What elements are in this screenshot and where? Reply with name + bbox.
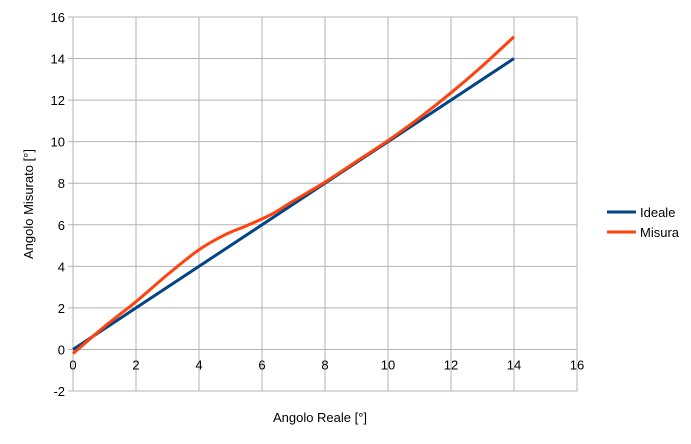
- y-tick-label: 0: [58, 342, 65, 357]
- x-tick-label: 14: [507, 357, 521, 372]
- x-tick-label: 12: [444, 357, 458, 372]
- x-tick-label: 6: [258, 357, 265, 372]
- grid: [68, 16, 578, 392]
- series-line-misura: [72, 35, 516, 355]
- x-tick-label: 2: [132, 357, 139, 372]
- y-tick-label: 10: [51, 135, 65, 150]
- y-tick-label: 2: [58, 301, 65, 316]
- y-tick-label: 6: [58, 218, 65, 233]
- y-axis-ticks: -2 0 2 4 6 8 10 12 14 16: [51, 10, 65, 399]
- legend-label-misura: Misura: [640, 225, 680, 240]
- y-tick-label: 16: [51, 10, 65, 25]
- y-tick-label: 8: [58, 176, 65, 191]
- y-tick-label: 4: [58, 259, 65, 274]
- y-tick-label: -2: [53, 384, 65, 399]
- series-line-ideale: [72, 57, 515, 351]
- series-lines: [72, 35, 516, 355]
- x-axis-title: Angolo Reale [°]: [273, 410, 367, 425]
- x-tick-label: 4: [195, 357, 202, 372]
- legend-label-ideale: Ideale: [640, 205, 675, 220]
- x-tick-label: 10: [381, 357, 395, 372]
- x-axis-ticks: 0 2 4 6 8 10 12 14 16: [69, 357, 584, 372]
- y-tick-label: 12: [51, 93, 65, 108]
- y-tick-label: 14: [51, 52, 65, 67]
- x-tick-label: 16: [570, 357, 584, 372]
- x-tick-label: 0: [69, 357, 76, 372]
- legend: Ideale Misura: [607, 205, 680, 240]
- y-axis-title: Angolo Misurato [°]: [21, 149, 36, 259]
- x-tick-label: 8: [321, 357, 328, 372]
